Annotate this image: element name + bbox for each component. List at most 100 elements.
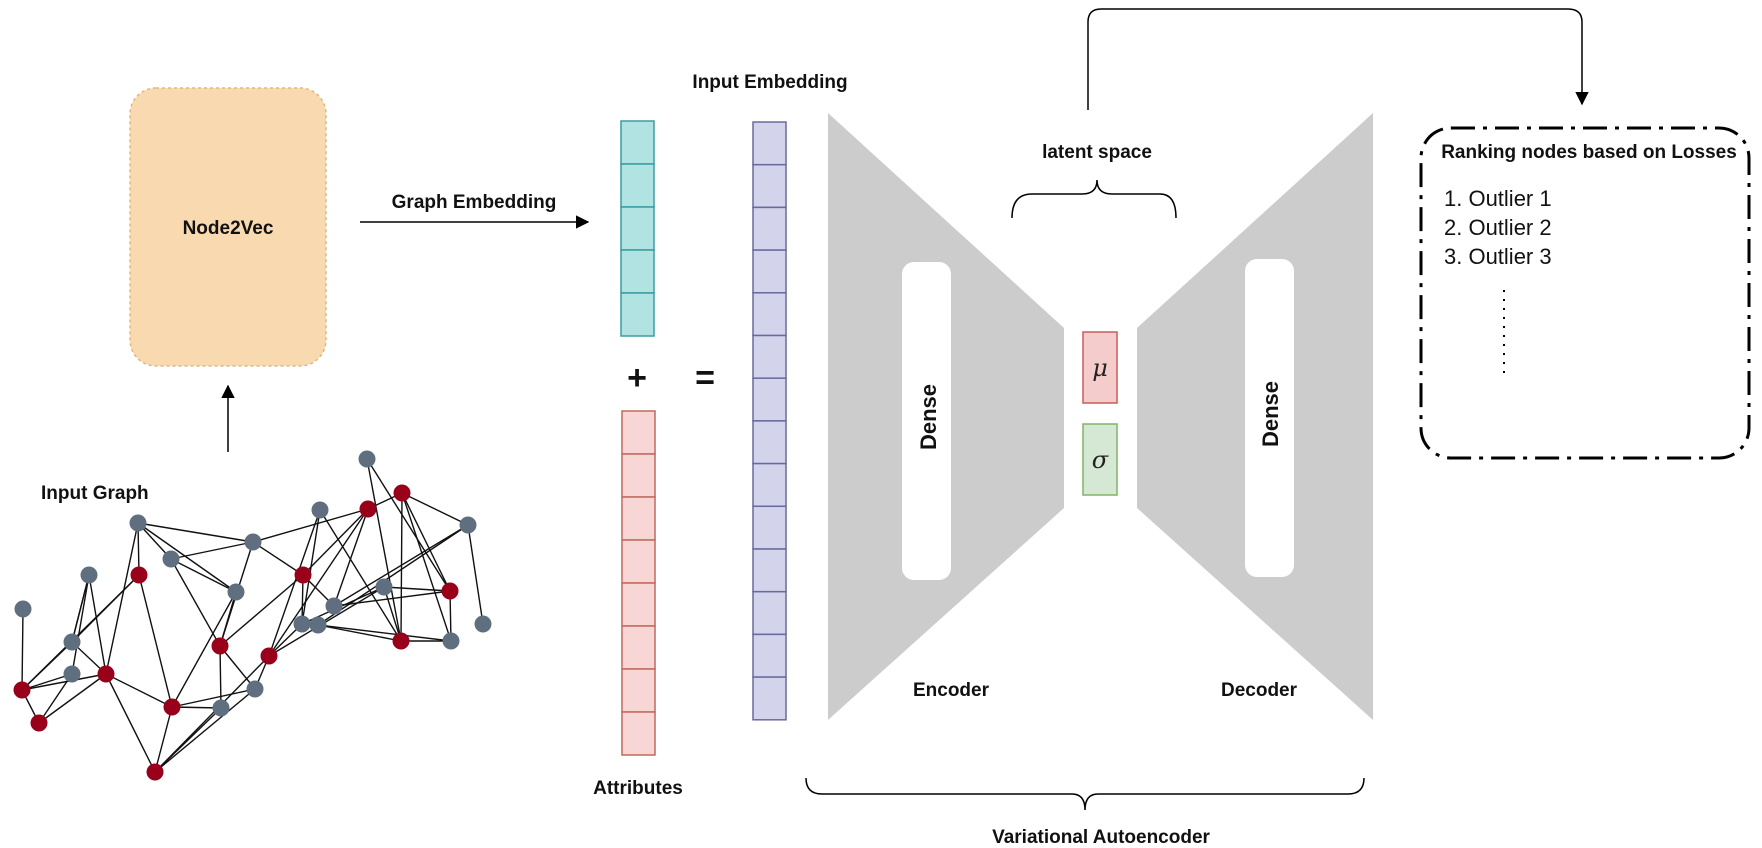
graph-edge — [38, 673, 107, 724]
graph-edge — [400, 492, 403, 642]
graph-edge — [105, 673, 156, 773]
attributes-cell — [621, 496, 656, 541]
node2vec-box — [129, 87, 327, 367]
normal-graph-node — [442, 632, 460, 650]
graph-edge — [170, 541, 254, 560]
normal-graph-node — [293, 615, 311, 633]
normal-graph-node — [244, 533, 262, 551]
normal-graph-node — [80, 566, 98, 584]
attributes-cell — [621, 711, 656, 756]
graph-edge — [301, 509, 321, 625]
plus-sign: + — [627, 359, 647, 397]
encoder-label: Encoder — [913, 680, 990, 701]
graph-embedding-label: Graph Embedding — [392, 192, 557, 213]
graph-edge — [171, 688, 256, 708]
graph-edge — [252, 541, 304, 576]
graph-edge — [401, 492, 451, 592]
input-embedding-cell — [752, 206, 787, 251]
outlier-graph-node — [359, 500, 377, 518]
sigma-box — [1082, 423, 1118, 496]
graph-edge — [137, 522, 254, 543]
graph-edge — [105, 673, 173, 708]
outlier-graph-node — [30, 714, 48, 732]
graph-embedding-vector — [620, 120, 655, 337]
input-embedding-label: Input Embedding — [692, 72, 847, 93]
graph-edge — [21, 574, 140, 691]
attributes-cell — [621, 539, 656, 584]
graph-nodes — [13, 450, 492, 781]
graph-edge — [138, 574, 173, 708]
graph-edge — [268, 508, 369, 657]
input-graph-label: Input Graph — [41, 483, 149, 504]
attributes-cell — [621, 625, 656, 670]
normal-graph-node — [375, 578, 393, 596]
graph-edge — [170, 558, 221, 647]
normal-graph-node — [311, 501, 329, 519]
graph-edge — [154, 706, 173, 773]
graph-edge — [21, 673, 107, 691]
attributes-label: Attributes — [593, 778, 683, 799]
mu-symbol: μ — [1092, 354, 1108, 382]
input-embedding-cell — [752, 505, 787, 550]
graph-edge — [383, 586, 402, 642]
graph-edge — [317, 624, 402, 642]
graph-edge — [302, 508, 369, 576]
graph-edge — [317, 524, 469, 626]
input-embedding-cell — [752, 121, 787, 166]
ranking-item-2: 2. Outlier 2 — [1444, 215, 1552, 240]
normal-graph-node — [162, 550, 180, 568]
outlier-graph-node — [130, 566, 148, 584]
latent-to-ranking-arrow — [1087, 8, 1589, 110]
ranking-item-3: 3. Outlier 3 — [1444, 244, 1552, 269]
input-embedding-cell — [752, 420, 787, 465]
graph-edge — [252, 508, 369, 543]
outlier-graph-node — [260, 647, 278, 665]
outlier-graph-node — [146, 763, 164, 781]
input-embedding-cell — [752, 292, 787, 337]
graph-edge — [383, 586, 451, 592]
input-embedding-cell — [752, 462, 787, 508]
input-embedding-cell — [752, 377, 787, 422]
graph-edge — [333, 508, 369, 607]
normal-graph-node — [227, 583, 245, 601]
graph-embedding-cell — [620, 292, 655, 337]
attributes-cell — [621, 582, 656, 627]
outlier-graph-node — [211, 637, 229, 655]
graph-edge — [154, 655, 270, 773]
graph-embedding-cell — [620, 249, 655, 294]
graph-edge — [21, 608, 24, 691]
ranking-box — [1419, 126, 1751, 460]
graph-edge — [154, 688, 256, 773]
outlier-graph-node — [392, 632, 410, 650]
graph-edge — [71, 574, 90, 643]
graph-embedding-cell — [620, 163, 655, 208]
graph-edge — [137, 522, 140, 576]
graph-edge — [268, 586, 385, 657]
encoder-dense-block — [902, 262, 951, 580]
normal-graph-node — [129, 514, 147, 532]
attributes-cell — [621, 668, 656, 713]
graph-embedding-cell — [620, 120, 655, 165]
sigma-symbol: σ — [1092, 446, 1109, 474]
ranking-item-1: 1. Outlier 1 — [1444, 186, 1552, 211]
decoder-dense-label: Dense — [1258, 381, 1283, 447]
equals-sign: = — [695, 359, 715, 397]
graph-edge — [317, 624, 452, 642]
mu-box — [1082, 331, 1118, 404]
latent-space-label: latent space — [1042, 142, 1152, 163]
graph-edge — [366, 458, 402, 642]
normal-graph-node — [325, 597, 343, 615]
vae-label: Variational Autoencoder — [992, 827, 1210, 848]
normal-graph-node — [474, 615, 492, 633]
input-embedding-cell — [752, 249, 787, 294]
graph-edge — [319, 509, 402, 642]
encoder-dense-label: Dense — [916, 384, 941, 450]
normal-graph-node — [309, 616, 327, 634]
outlier-graph-node — [393, 484, 411, 502]
input-embedding-cell — [752, 163, 787, 209]
graph-edge — [170, 558, 237, 593]
vae-brace — [805, 777, 1365, 811]
input-embedding-cell — [752, 676, 787, 721]
normal-graph-node — [459, 516, 477, 534]
attributes-cell — [621, 453, 656, 498]
